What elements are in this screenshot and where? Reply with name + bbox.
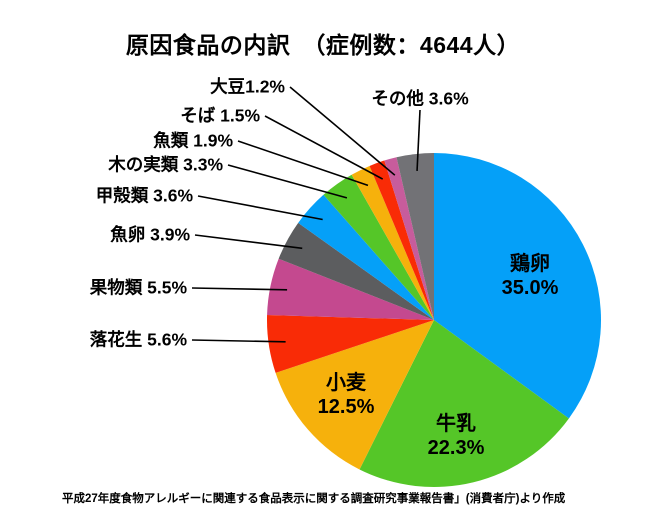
chart-title: 原因食品の内訳 （症例数：4644人） <box>125 32 521 58</box>
pie-slice-others <box>396 153 434 320</box>
leader-line-others <box>416 109 421 171</box>
leader-line-crustaceans <box>197 195 323 221</box>
leader-line-buckwheat <box>264 115 384 180</box>
pie-slice-milk <box>359 320 569 487</box>
leader-line-tree-nuts <box>227 164 348 199</box>
pie-slice-fruits <box>267 258 434 320</box>
pie-slice-peanut <box>266 315 434 373</box>
pie-slice-tree-nuts <box>323 174 434 320</box>
pie-slice-soybean <box>384 157 434 320</box>
leader-line-soybean <box>289 86 396 176</box>
pie-slice-crustaceans <box>298 194 434 320</box>
pie-slices-group <box>266 153 602 487</box>
source-note: 平成27年度食物アレルギーに関連する食品表示に関する調査研究事業報告書」(消費者… <box>62 493 566 505</box>
leader-line-peanut <box>191 339 286 343</box>
pie-slice-buckwheat <box>369 160 434 320</box>
leader-line-fish-roe <box>194 234 303 250</box>
leader-lines-group <box>191 86 421 343</box>
leader-line-fish <box>237 140 369 187</box>
pie-slice-fish-roe <box>278 222 434 320</box>
pie-slice-chicken-egg <box>434 153 602 419</box>
leader-line-fruits <box>191 287 288 291</box>
pie-slice-fish <box>351 165 434 320</box>
pie-slice-wheat <box>275 320 434 470</box>
